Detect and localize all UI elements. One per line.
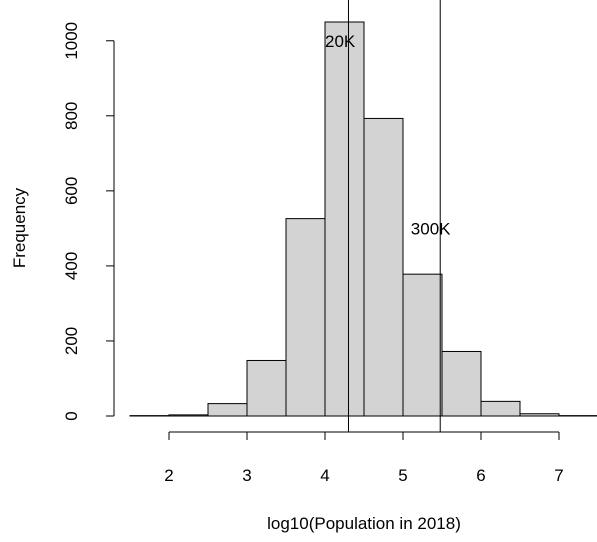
y-tick-label: 1000 (62, 22, 81, 60)
x-tick-label: 4 (320, 466, 329, 485)
y-axis-title: Frequency (10, 187, 29, 268)
histogram-bar (168, 414, 209, 417)
annotations: 20K 300K (325, 32, 451, 239)
y-axis: 0 200 400 600 800 1000 (62, 22, 115, 421)
histogram-bar (246, 359, 287, 417)
x-axis: 2 3 4 5 6 7 (164, 431, 564, 485)
x-tick-label: 3 (242, 466, 251, 485)
histogram-bars (129, 21, 597, 417)
x-tick-label: 7 (554, 466, 563, 485)
y-tick-label: 600 (62, 177, 81, 205)
histogram-bar (324, 21, 365, 417)
histogram-bar (285, 218, 326, 417)
histogram-bar (402, 273, 443, 417)
reference-lines (347, 0, 441, 432)
histogram-bar (207, 403, 248, 417)
y-tick-label: 200 (62, 327, 81, 355)
annotation-label: 300K (411, 219, 451, 238)
histogram-bar (519, 413, 560, 417)
x-tick-label: 6 (476, 466, 485, 485)
histogram-bar (363, 117, 404, 417)
y-tick-label: 800 (62, 102, 81, 130)
x-tick-label: 5 (398, 466, 407, 485)
histogram-bar (480, 400, 521, 417)
annotation-label: 20K (325, 32, 356, 51)
x-tick-label: 2 (164, 466, 173, 485)
y-tick-label: 0 (62, 411, 81, 420)
x-axis-title: log10(Population in 2018) (267, 514, 461, 533)
y-tick-label: 400 (62, 252, 81, 280)
histogram-bar (441, 350, 482, 417)
